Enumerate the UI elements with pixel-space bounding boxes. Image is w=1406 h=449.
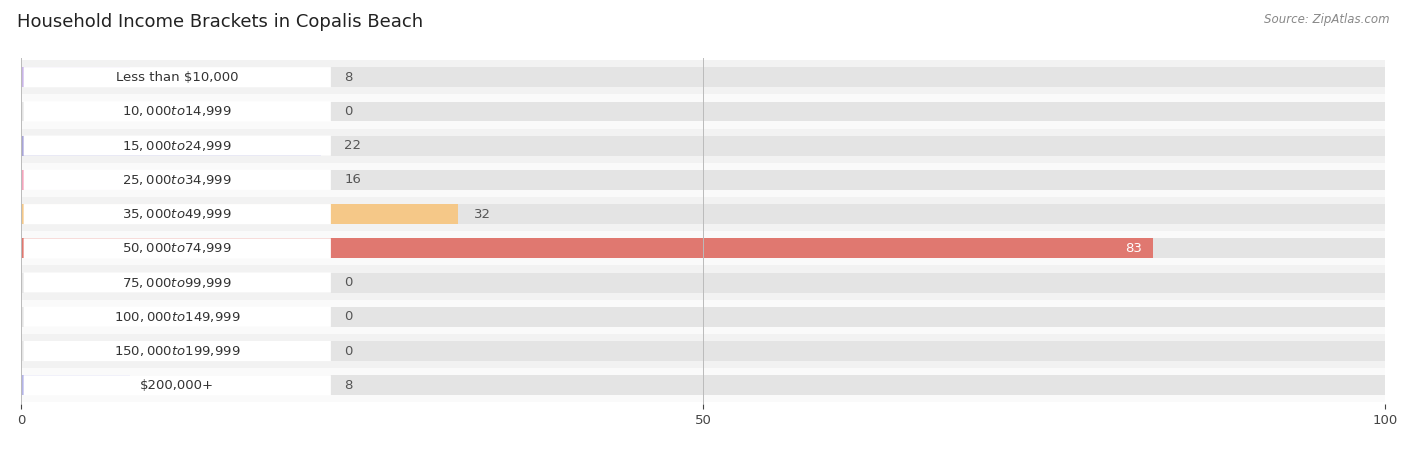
Text: 0: 0 — [344, 344, 353, 357]
Bar — [21, 265, 1385, 299]
Text: 0: 0 — [344, 310, 353, 323]
Text: 8: 8 — [344, 379, 353, 392]
Bar — [21, 67, 131, 87]
Bar — [21, 341, 1385, 361]
Text: 32: 32 — [474, 207, 491, 220]
Text: 16: 16 — [344, 173, 361, 186]
FancyBboxPatch shape — [24, 273, 330, 293]
Bar — [21, 163, 1385, 197]
Bar — [21, 238, 1385, 258]
Bar — [21, 238, 1153, 258]
FancyBboxPatch shape — [24, 238, 330, 259]
Text: $35,000 to $49,999: $35,000 to $49,999 — [122, 207, 232, 221]
Text: Source: ZipAtlas.com: Source: ZipAtlas.com — [1264, 13, 1389, 26]
Bar — [21, 334, 1385, 368]
Text: $10,000 to $14,999: $10,000 to $14,999 — [122, 105, 232, 119]
Bar — [21, 136, 1385, 156]
Text: $150,000 to $199,999: $150,000 to $199,999 — [114, 344, 240, 358]
FancyBboxPatch shape — [24, 307, 330, 327]
Bar — [21, 375, 131, 395]
Bar — [21, 67, 1385, 87]
Bar — [21, 204, 1385, 224]
Text: $50,000 to $74,999: $50,000 to $74,999 — [122, 242, 232, 255]
Bar — [21, 299, 1385, 334]
Bar — [21, 197, 1385, 231]
Text: 83: 83 — [1125, 242, 1142, 255]
Bar — [21, 368, 1385, 402]
Text: $100,000 to $149,999: $100,000 to $149,999 — [114, 310, 240, 324]
Bar — [21, 170, 1385, 190]
Text: 22: 22 — [344, 139, 361, 152]
Bar — [21, 307, 1385, 327]
Bar — [21, 60, 1385, 94]
Bar — [21, 204, 457, 224]
Text: $75,000 to $99,999: $75,000 to $99,999 — [122, 276, 232, 290]
Text: 0: 0 — [344, 276, 353, 289]
Bar — [21, 136, 321, 156]
Bar — [21, 231, 1385, 265]
Text: Household Income Brackets in Copalis Beach: Household Income Brackets in Copalis Bea… — [17, 13, 423, 31]
Text: 0: 0 — [344, 105, 353, 118]
FancyBboxPatch shape — [24, 341, 330, 361]
Bar — [21, 101, 1385, 121]
Bar — [21, 273, 1385, 292]
Bar — [21, 170, 239, 190]
FancyBboxPatch shape — [24, 101, 330, 122]
Text: $25,000 to $34,999: $25,000 to $34,999 — [122, 173, 232, 187]
FancyBboxPatch shape — [24, 67, 330, 87]
Bar — [21, 375, 1385, 395]
Text: $15,000 to $24,999: $15,000 to $24,999 — [122, 139, 232, 153]
FancyBboxPatch shape — [24, 136, 330, 156]
Text: 8: 8 — [344, 70, 353, 84]
FancyBboxPatch shape — [24, 375, 330, 396]
Bar — [21, 94, 1385, 128]
Text: $200,000+: $200,000+ — [141, 379, 214, 392]
Text: Less than $10,000: Less than $10,000 — [117, 70, 239, 84]
Bar — [21, 128, 1385, 163]
FancyBboxPatch shape — [24, 204, 330, 224]
FancyBboxPatch shape — [24, 170, 330, 190]
